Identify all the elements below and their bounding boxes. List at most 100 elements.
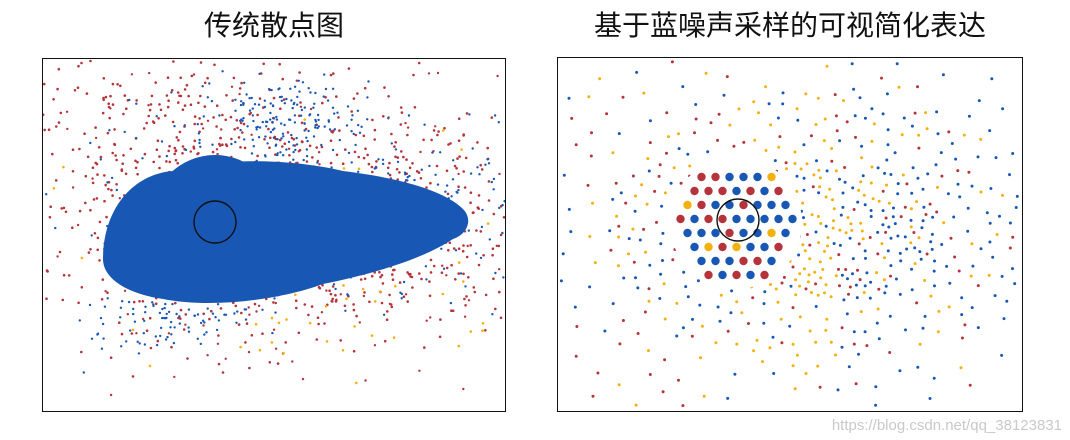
data-point xyxy=(991,255,995,259)
data-point xyxy=(498,206,501,210)
data-point xyxy=(199,94,202,98)
data-point xyxy=(932,269,936,273)
data-point xyxy=(802,143,806,147)
data-point xyxy=(211,150,215,154)
data-point xyxy=(294,299,298,302)
data-point xyxy=(498,290,501,294)
data-point xyxy=(869,280,873,284)
data-point xyxy=(280,122,283,125)
data-point xyxy=(817,168,821,172)
data-point xyxy=(282,154,285,157)
data-point xyxy=(285,318,288,321)
data-point xyxy=(895,62,899,66)
data-point xyxy=(848,285,852,289)
data-point xyxy=(331,285,335,288)
data-point xyxy=(234,304,238,308)
data-point xyxy=(822,139,826,143)
data-point xyxy=(158,103,161,106)
data-point xyxy=(425,186,428,189)
data-point xyxy=(109,94,112,98)
data-point xyxy=(352,308,356,312)
data-point xyxy=(279,107,282,110)
data-point xyxy=(357,167,361,171)
data-point xyxy=(135,136,138,140)
data-point xyxy=(329,73,333,77)
data-point xyxy=(837,267,840,271)
data-point xyxy=(198,117,201,120)
data-point xyxy=(961,336,964,340)
data-point xyxy=(292,102,295,106)
data-point xyxy=(152,303,155,306)
data-point xyxy=(893,222,897,226)
data-point xyxy=(345,297,348,301)
data-point xyxy=(803,222,807,226)
data-point xyxy=(591,201,594,205)
data-point xyxy=(781,91,785,95)
data-point xyxy=(940,174,944,178)
data-point xyxy=(648,263,652,267)
data-point xyxy=(499,316,503,320)
data-point xyxy=(89,141,92,145)
right-panel-title: 基于蓝噪声采样的可视简化表达 xyxy=(593,9,986,42)
highlight-circle xyxy=(716,198,760,242)
data-point xyxy=(55,125,58,128)
data-point xyxy=(863,116,867,120)
data-point xyxy=(73,89,77,92)
data-point xyxy=(462,272,465,276)
data-point xyxy=(486,146,490,150)
data-point xyxy=(492,212,496,216)
data-point xyxy=(289,87,292,90)
data-point xyxy=(802,216,805,220)
data-point xyxy=(366,118,369,121)
data-point xyxy=(76,86,80,89)
data-point xyxy=(966,229,970,233)
data-point xyxy=(452,159,455,162)
data-point xyxy=(309,91,312,94)
data-point xyxy=(456,157,459,160)
data-point xyxy=(105,215,108,219)
data-point xyxy=(238,87,242,90)
data-point xyxy=(917,133,921,137)
data-point xyxy=(91,181,95,185)
data-point xyxy=(307,87,310,90)
data-point xyxy=(136,340,139,343)
data-point xyxy=(875,271,879,275)
data-point xyxy=(467,229,470,232)
data-point xyxy=(245,93,248,96)
data-point xyxy=(267,127,270,131)
data-point xyxy=(387,117,390,120)
data-point xyxy=(268,87,271,91)
data-point xyxy=(317,125,320,128)
data-point xyxy=(833,93,837,97)
data-point xyxy=(829,295,833,299)
data-point xyxy=(492,277,495,280)
data-point xyxy=(303,122,306,125)
data-point xyxy=(699,356,703,360)
data-point xyxy=(912,231,916,234)
data-point xyxy=(767,102,771,106)
data-point xyxy=(865,271,869,275)
magnified-point xyxy=(774,186,783,196)
data-point xyxy=(67,274,71,277)
data-point xyxy=(235,321,238,324)
data-point xyxy=(840,326,844,330)
data-point xyxy=(295,143,299,146)
data-point xyxy=(928,397,932,400)
data-point xyxy=(949,236,953,240)
data-point xyxy=(823,249,826,253)
data-point xyxy=(1000,274,1004,278)
data-point xyxy=(215,328,219,332)
data-point xyxy=(106,131,110,135)
data-point xyxy=(406,300,410,303)
data-point xyxy=(335,153,339,157)
data-point xyxy=(327,119,330,122)
data-point xyxy=(862,193,866,197)
data-point xyxy=(124,172,128,176)
data-point xyxy=(857,242,861,246)
magnified-point xyxy=(739,200,748,210)
data-point xyxy=(292,138,296,141)
data-point xyxy=(429,316,432,319)
data-point xyxy=(240,311,243,315)
data-point xyxy=(665,151,668,155)
data-point xyxy=(164,338,168,341)
